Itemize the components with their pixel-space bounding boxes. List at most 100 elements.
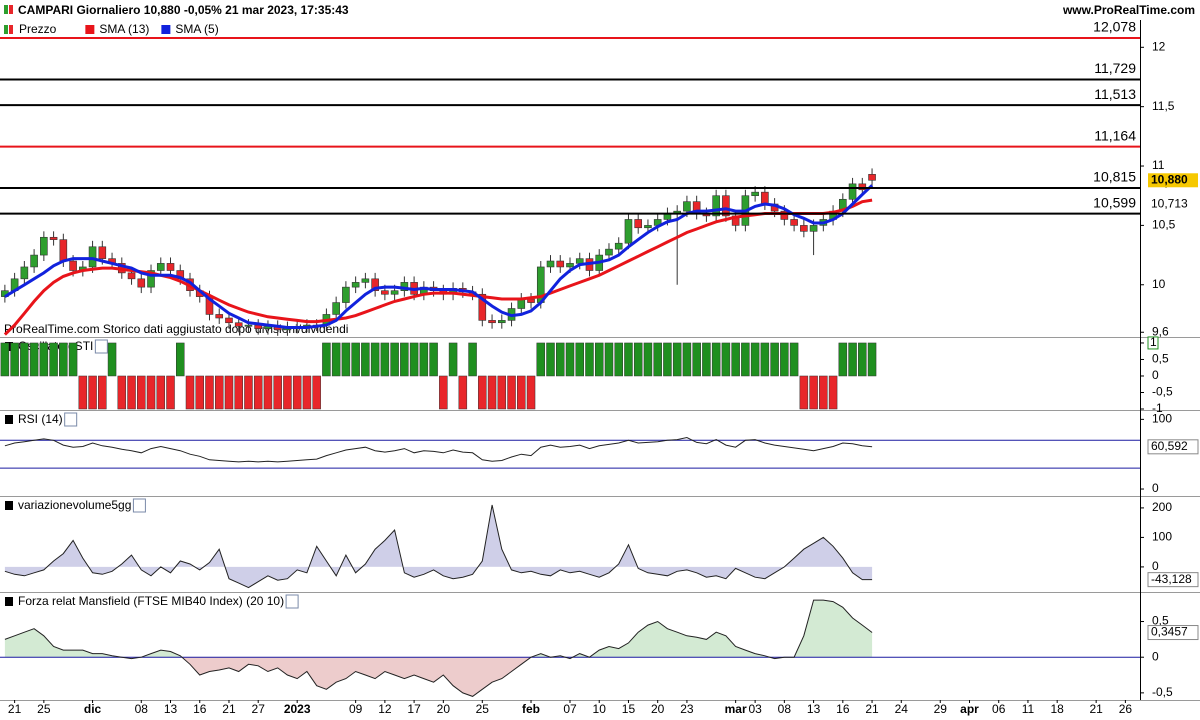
oscillator-bar [507, 375, 516, 410]
oscillator-bar [760, 342, 770, 377]
area-fill-positive [4, 600, 873, 658]
y-tick-label: -1 [1152, 401, 1163, 415]
candle-body [20, 266, 29, 280]
panel-title: variazionevolume5gg [18, 498, 131, 512]
oscillator-bar [848, 342, 857, 377]
y-tick-label: 0 [1152, 559, 1159, 573]
oscillator-bar [731, 342, 740, 377]
oscillator-bar [117, 375, 127, 410]
level-label: 10,815 [1093, 169, 1136, 185]
oscillator-bar [448, 342, 458, 377]
y-tick-label: 200 [1152, 500, 1172, 514]
candle-body [390, 290, 399, 295]
value-tag-box [1147, 439, 1199, 455]
oscillator-bar [633, 342, 643, 377]
oscillator-bar [741, 342, 750, 377]
candle-body [381, 290, 389, 295]
settings-icon[interactable] [94, 339, 108, 354]
value-tag: 10,880 [1151, 172, 1188, 186]
y-tick-label: 100 [1152, 530, 1172, 544]
candle-body [644, 225, 652, 229]
legend-swatch [161, 25, 171, 34]
oscillator-bar [292, 375, 302, 410]
oscillator-bar [838, 342, 848, 377]
x-tick-label: 2023 [284, 702, 311, 716]
oscillator-bar [536, 342, 546, 377]
level-label: 11,164 [1094, 127, 1136, 143]
oscillator-bar [419, 342, 429, 377]
y-tick-label: 100 [1152, 412, 1172, 426]
candle-body [127, 272, 136, 280]
candle-body [98, 246, 107, 259]
oscillator-bar [59, 342, 68, 377]
x-tick-label: 09 [349, 702, 363, 716]
candle-body [49, 236, 58, 240]
oscillator-bar [409, 342, 419, 377]
x-tick-label: 03 [748, 702, 762, 716]
oscillator-bar [107, 342, 117, 377]
candle-body [332, 302, 340, 315]
oscillator-bar [214, 375, 224, 410]
x-tick-label: 18 [1050, 702, 1064, 716]
level-label: 11,513 [1094, 86, 1136, 102]
x-tick-label: 07 [563, 702, 577, 716]
settings-icon[interactable] [64, 412, 78, 427]
x-tick-label: 08 [778, 702, 792, 716]
oscillator-bar [546, 342, 555, 377]
oscillator-bar [478, 375, 487, 410]
oscillator-bar [624, 342, 633, 377]
candle-body [342, 286, 350, 303]
candle-body [546, 260, 555, 268]
oscillator-bar [400, 342, 409, 377]
x-tick-label: 27 [252, 702, 266, 716]
candle-body [848, 183, 857, 200]
oscillator-bar [10, 342, 19, 377]
sma-line [3, 198, 873, 336]
sma-line [4, 184, 874, 329]
x-tick-label: 25 [37, 702, 51, 716]
oscillator-bar [176, 342, 185, 377]
y-tick-label: 9,6 [1152, 324, 1169, 338]
oscillator-bar [468, 342, 477, 377]
oscillator-bar [312, 375, 321, 410]
candle-body [351, 282, 360, 288]
candle-body [40, 236, 48, 256]
oscillator-bar [390, 342, 399, 377]
oscillator-bar [711, 342, 721, 377]
oscillator-bar [653, 342, 662, 377]
oscillator-bar [789, 342, 799, 377]
oscillator-bar [361, 342, 370, 377]
value-tag-box [1147, 625, 1199, 641]
oscillator-bar [98, 375, 107, 410]
candle-body [166, 263, 175, 271]
y-tick-label: 11,5 [1152, 99, 1175, 113]
oscillator-bar [322, 342, 331, 377]
panel-title: RSI (14) [18, 412, 63, 426]
x-tick-label: 13 [164, 702, 178, 716]
x-tick-label: feb [522, 702, 540, 716]
y-tick-label: 0 [1152, 649, 1159, 663]
candle-body [722, 195, 730, 217]
oscillator-bar [780, 342, 789, 377]
settings-icon[interactable] [132, 498, 146, 513]
y-tick-label: 10,5 [1152, 218, 1176, 232]
oscillator-bar [253, 375, 263, 410]
candle-body [478, 293, 487, 321]
candle-body [69, 260, 77, 271]
oscillator-bar [78, 375, 88, 410]
oscillator-bar [819, 375, 828, 410]
x-tick-label: 11 [1022, 702, 1035, 716]
legend-swatch [9, 25, 13, 34]
oscillator-bar [458, 375, 468, 410]
oscillator-bar [643, 342, 653, 377]
x-tick-label: 06 [992, 702, 1006, 716]
oscillator-bar [770, 342, 779, 377]
candle-body [868, 174, 876, 181]
price-plot: ProRealTime.com Storico dati aggiustato … [1, 168, 876, 336]
settings-icon[interactable] [285, 594, 299, 609]
oscillator-bar [672, 342, 682, 377]
oscillator-bar [68, 342, 78, 377]
candle-body [634, 219, 643, 229]
